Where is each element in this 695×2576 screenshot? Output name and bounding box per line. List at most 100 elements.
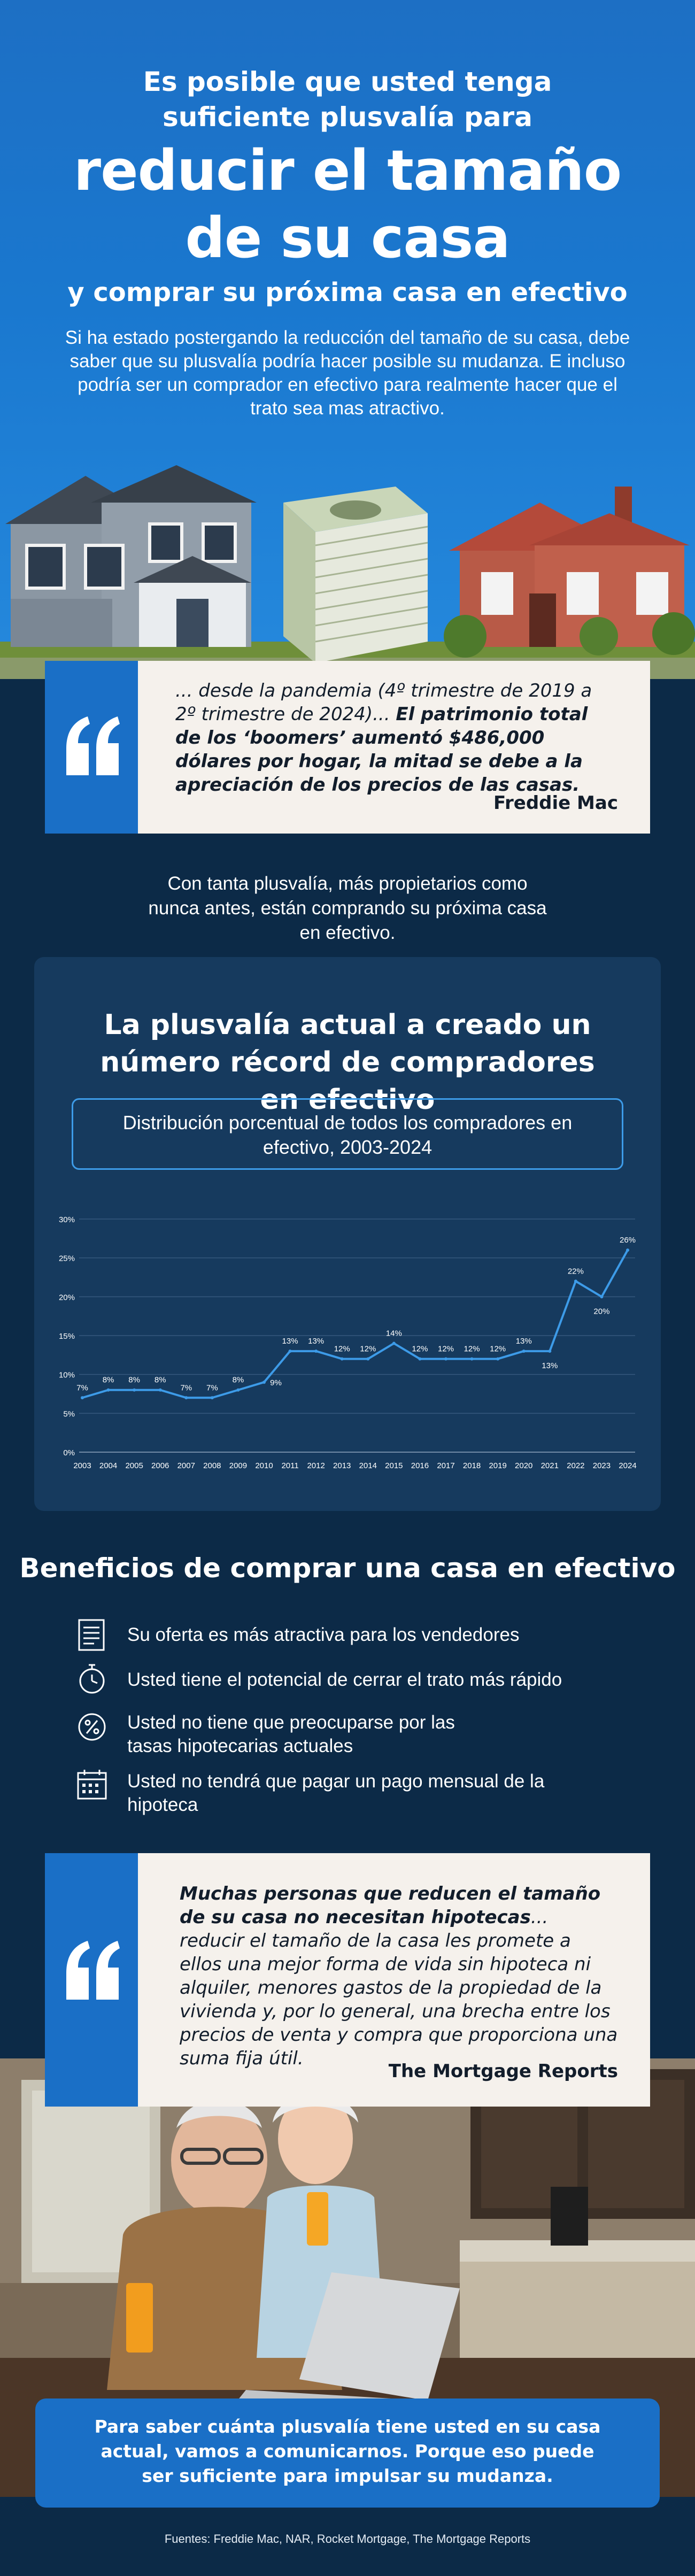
- data-point: [133, 1388, 136, 1392]
- chart-title: La plusvalía actual a creado un número r…: [100, 1009, 595, 1116]
- data-label: 13%: [516, 1337, 532, 1346]
- gray-house-image: [5, 465, 257, 647]
- y-tick-label: 20%: [59, 1293, 75, 1302]
- data-label: 8%: [103, 1376, 114, 1385]
- quote-1-source: Freddie Mac: [493, 792, 618, 814]
- quote-1-text: ... desde la pandemia (4º trimestre de 2…: [175, 679, 614, 797]
- data-label: 12%: [464, 1345, 480, 1354]
- data-label: 8%: [128, 1376, 140, 1385]
- freddie-mac-quote-card: ... desde la pandemia (4º trimestre de 2…: [45, 661, 650, 834]
- houses-and-money-illustration: [0, 465, 695, 679]
- stopwatch-icon: [79, 1664, 105, 1694]
- data-label: 8%: [155, 1376, 166, 1385]
- quote-accent-bar: [45, 661, 138, 834]
- data-point: [470, 1357, 474, 1361]
- x-tick-label: 2019: [489, 1461, 506, 1470]
- data-label: 22%: [568, 1267, 584, 1276]
- data-label: 14%: [386, 1329, 402, 1338]
- data-label: 13%: [308, 1337, 324, 1346]
- y-tick-label: 25%: [59, 1254, 75, 1263]
- mortgage-reports-quote-card: Muchas personas que reducen el tamaño de…: [45, 1853, 650, 2107]
- x-tick-label: 2012: [307, 1461, 325, 1470]
- x-tick-label: 2005: [125, 1461, 143, 1470]
- data-point: [574, 1279, 577, 1283]
- quote-2-source: The Mortgage Reports: [388, 2061, 618, 2082]
- x-tick-label: 2022: [567, 1461, 584, 1470]
- hero-pre-title: Es posible que usted tenga: [143, 66, 552, 97]
- data-point: [288, 1349, 292, 1353]
- y-tick-label: 15%: [59, 1332, 75, 1341]
- data-point: [184, 1396, 188, 1400]
- quote-1-bold: El patrimonio total de los ‘boomers’ aum…: [175, 704, 588, 796]
- data-label: 12%: [334, 1345, 350, 1354]
- chart-card: La plusvalía actual a creado un número r…: [34, 957, 661, 1511]
- quote-2-plain: ... reducir el tamaño de la casa les pro…: [180, 1907, 618, 2069]
- data-point: [366, 1357, 370, 1361]
- cash-buyers-line-chart: 0% 5% 10% 15% 20% 25% 30% 2003 2004 2005 2006 2007 2…: [59, 1215, 637, 1470]
- hero-big-title: reducir el tamaño: [73, 138, 622, 203]
- benefit-text: Usted no tendrá que pagar un pago mensua…: [127, 1771, 545, 1815]
- data-point: [236, 1388, 240, 1392]
- x-tick-label: 2015: [385, 1461, 403, 1470]
- data-label: 8%: [233, 1376, 244, 1385]
- data-point: [522, 1349, 526, 1353]
- percent-icon: [78, 1713, 106, 1741]
- x-tick-label: 2011: [281, 1461, 298, 1470]
- document-icon: [78, 1619, 105, 1651]
- benefit-item: Usted no tiene que preocuparse por las t…: [76, 1709, 637, 1762]
- quote-1-plain: ... desde la pandemia (4º trimestre de 2…: [175, 680, 592, 725]
- x-tick-label: 2013: [333, 1461, 351, 1470]
- calendar-icon: [77, 1770, 107, 1800]
- benefit-text: Su oferta es más atractiva para los vend…: [127, 1624, 520, 1645]
- x-tick-label: 2009: [229, 1461, 247, 1470]
- benefit-text: Usted no tiene que preocuparse por las t…: [127, 1712, 455, 1756]
- quote-accent-bar: [45, 1853, 138, 2107]
- data-point: [548, 1349, 552, 1353]
- chart-subtitle: Distribución porcentual de todos los com…: [72, 1098, 623, 1170]
- data-point: [340, 1357, 344, 1361]
- data-point: [626, 1248, 629, 1252]
- quote-mark-icon: [66, 1941, 120, 2000]
- hero-big-title-2: de su casa: [185, 205, 510, 271]
- hero-lede: Si ha estado postergando la reducción de…: [65, 327, 630, 419]
- x-tick-label: 2003: [73, 1461, 91, 1470]
- data-label: 12%: [412, 1345, 428, 1354]
- quote-2-text: Muchas personas que reducen el tamaño de…: [180, 1882, 618, 2070]
- benefit-item: Usted no tendrá que pagar un pago mensua…: [76, 1768, 637, 1821]
- lead-text: Con tanta plusvalía, más propietarios co…: [148, 873, 547, 943]
- data-label: 7%: [206, 1383, 218, 1392]
- cta-text: Para saber cuánta plusvalía tiene usted …: [94, 2416, 601, 2486]
- x-tick-label: 2024: [619, 1461, 636, 1470]
- data-label: 12%: [438, 1345, 454, 1354]
- data-point: [262, 1380, 266, 1384]
- x-tick-label: 2014: [359, 1461, 377, 1470]
- data-point: [496, 1357, 500, 1361]
- x-tick-label: 2006: [151, 1461, 169, 1470]
- data-label: 26%: [620, 1236, 636, 1245]
- x-tick-label: 2007: [177, 1461, 195, 1470]
- data-point: [600, 1295, 604, 1299]
- y-tick-label: 10%: [59, 1371, 75, 1380]
- data-point: [158, 1388, 162, 1392]
- data-point: [444, 1357, 447, 1361]
- y-tick-label: 30%: [59, 1215, 75, 1224]
- x-tick-label: 2016: [411, 1461, 429, 1470]
- hero-post-title: y comprar su próxima casa en efectivo: [67, 277, 628, 307]
- benefit-item: Su oferta es más atractiva para los vend…: [76, 1618, 637, 1671]
- data-label: 7%: [76, 1383, 88, 1392]
- data-point: [392, 1341, 396, 1345]
- data-label: 13%: [542, 1361, 558, 1370]
- x-tick-label: 2004: [99, 1461, 117, 1470]
- x-tick-label: 2017: [437, 1461, 454, 1470]
- data-point: [418, 1357, 422, 1361]
- benefit-text: Usted tiene el potencial de cerrar el tr…: [127, 1669, 562, 1690]
- data-label: 9%: [270, 1378, 282, 1387]
- hero-text: Es posible que usted tenga suficiente pl…: [0, 64, 695, 420]
- series-line: [82, 1250, 629, 1399]
- hero-section: Es posible que usted tenga suficiente pl…: [0, 0, 695, 679]
- hero-pre-title-2: suficiente plusvalía para: [163, 102, 532, 133]
- data-label: 12%: [360, 1345, 376, 1354]
- benefit-item: Usted tiene el potencial de cerrar el tr…: [76, 1662, 637, 1715]
- quote-mark-icon: [66, 716, 120, 775]
